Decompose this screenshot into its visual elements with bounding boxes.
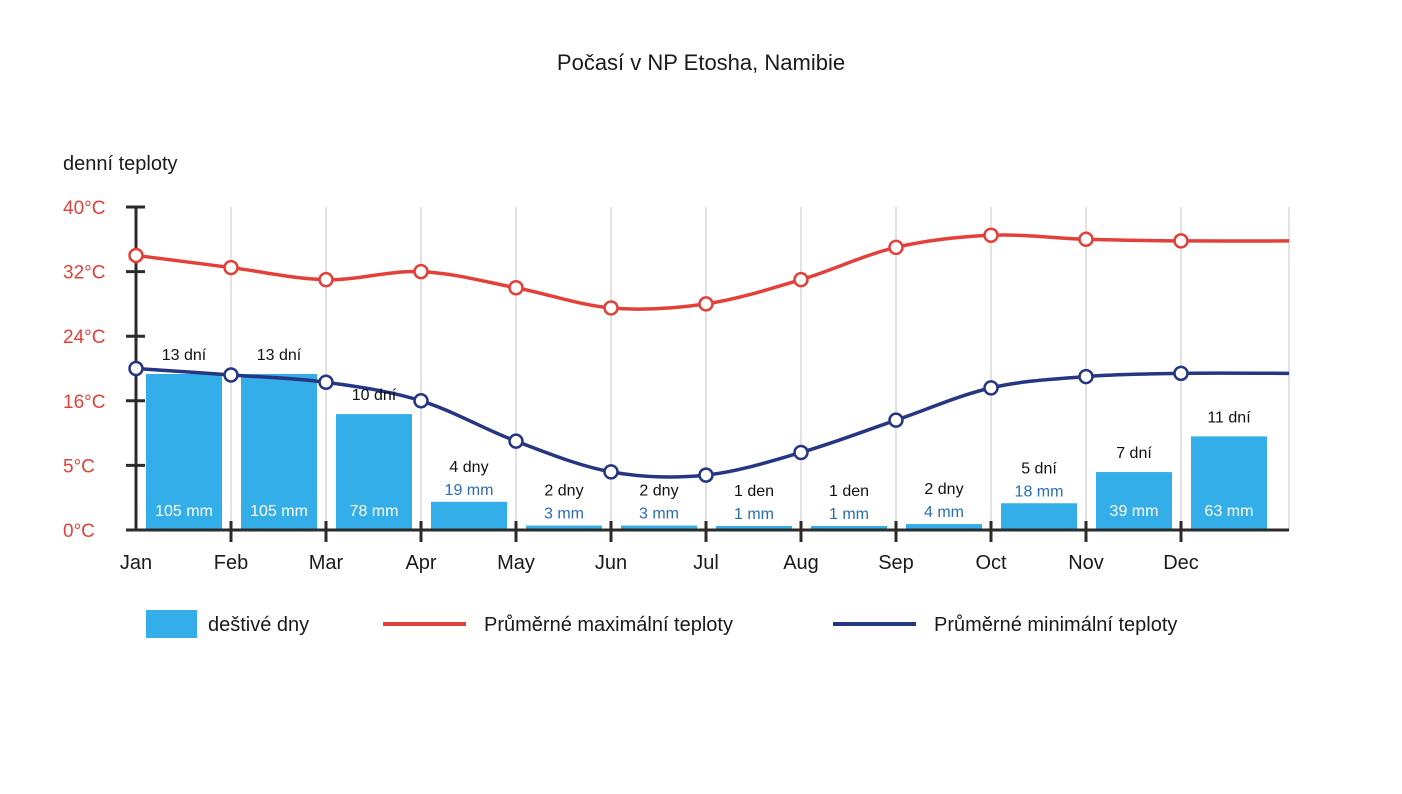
min-temp-point xyxy=(603,464,619,480)
max-temp-point xyxy=(128,247,144,264)
rain-days-label: 2 dny xyxy=(639,483,678,500)
rain-bar xyxy=(146,374,222,530)
legend-swatch-rain xyxy=(146,610,197,638)
rain-bars xyxy=(146,374,1267,530)
y-axis-title: denní teploty xyxy=(63,153,178,175)
max-temp-point xyxy=(223,259,239,276)
rain-mm-label: 39 mm xyxy=(1110,503,1159,520)
rain-bar xyxy=(716,526,792,530)
min-temp-point xyxy=(1078,368,1094,385)
rain-mm-label: 78 mm xyxy=(350,503,399,520)
x-tick-label: Dec xyxy=(1163,552,1199,574)
x-tick-label: Nov xyxy=(1068,552,1104,574)
y-tick-label: 16°C xyxy=(63,392,105,413)
rain-bar xyxy=(906,524,982,530)
x-tick-labels: Jan Feb Mar Apr May Jun Jul Aug Sep Oct Nov Dec xyxy=(120,552,1199,574)
max-temp-line xyxy=(135,233,1290,311)
data-labels: 105 mm 13 dní 105 mm 13 dní 78 mm 10 dní 19 mm… xyxy=(155,347,1253,523)
y-tick-label: 32°C xyxy=(63,263,105,284)
rain-days-label: 2 dny xyxy=(924,481,963,498)
min-temp-point xyxy=(698,467,714,483)
x-tick-label: Apr xyxy=(405,552,436,574)
rain-days-label: 1 den xyxy=(734,483,774,500)
rain-days-label: 13 dní xyxy=(162,347,207,364)
grid-lines xyxy=(230,207,1290,530)
min-temp-point xyxy=(888,412,904,428)
x-tick-label: Oct xyxy=(975,552,1007,574)
max-temp-point xyxy=(1078,231,1094,248)
rain-bar xyxy=(1191,436,1267,530)
rain-bar xyxy=(526,525,602,530)
legend-label-rain: deštivé dny xyxy=(208,614,309,636)
min-temp-point xyxy=(793,444,809,461)
min-temp-point xyxy=(983,380,999,396)
rain-days-label: 4 dny xyxy=(449,459,488,476)
rain-bar xyxy=(431,501,507,530)
max-temp-point xyxy=(603,300,619,316)
rain-days-label: 5 dní xyxy=(1021,460,1057,477)
x-tick-label: Jan xyxy=(120,552,152,574)
rain-days-label: 11 dní xyxy=(1207,409,1251,426)
rain-mm-label: 3 mm xyxy=(544,506,584,523)
rain-bar xyxy=(1096,472,1172,530)
max-temp-point xyxy=(318,271,334,288)
max-temp-point xyxy=(508,280,524,296)
y-tick-label: 0°C xyxy=(63,521,95,542)
max-temp-point xyxy=(983,227,999,244)
rain-mm-label: 4 mm xyxy=(924,504,964,521)
x-tick-label: Feb xyxy=(214,552,248,574)
rain-bar xyxy=(621,525,697,530)
min-temp-point xyxy=(413,393,429,409)
rain-mm-label: 1 mm xyxy=(734,506,774,523)
rain-days-label: 13 dní xyxy=(257,347,302,364)
rain-bar xyxy=(336,414,412,530)
rain-mm-label: 63 mm xyxy=(1205,503,1254,520)
rain-mm-label: 105 mm xyxy=(250,503,308,520)
x-tick-label: Sep xyxy=(878,552,914,574)
rain-days-label: 10 dní xyxy=(352,387,397,404)
min-temp-point xyxy=(508,433,524,449)
max-temp-point xyxy=(888,239,904,256)
rain-bar xyxy=(811,526,887,530)
y-tick-label: 40°C xyxy=(63,198,105,219)
min-temp-point xyxy=(223,367,239,383)
rain-bar xyxy=(1001,503,1077,530)
max-temp-point xyxy=(413,263,429,280)
x-tick-label: Aug xyxy=(783,552,819,574)
y-tick-labels: 0°C 5°C 16°C 24°C 32°C 40°C xyxy=(63,198,105,542)
y-tick-label: 5°C xyxy=(63,456,95,477)
rain-days-label: 7 dní xyxy=(1116,445,1152,462)
x-tick-label: May xyxy=(497,552,535,574)
legend-label-max: Průměrné maximální teploty xyxy=(484,614,733,636)
rain-mm-label: 1 mm xyxy=(829,506,869,523)
rain-days-label: 2 dny xyxy=(544,483,583,500)
min-temp-point xyxy=(1173,365,1189,382)
max-temp-point xyxy=(793,271,809,288)
rain-mm-label: 105 mm xyxy=(155,503,213,520)
temperature-lines xyxy=(128,227,1290,483)
rain-days-label: 1 den xyxy=(829,483,869,500)
legend-label-min: Průměrné minimální teploty xyxy=(934,614,1177,636)
min-temp-point xyxy=(128,360,144,377)
y-tick-label: 24°C xyxy=(63,327,105,348)
max-temp-point xyxy=(698,296,714,312)
x-tick-label: Jul xyxy=(693,552,719,574)
rain-mm-label: 18 mm xyxy=(1015,483,1064,500)
rain-bar xyxy=(241,374,317,530)
x-tick-label: Mar xyxy=(309,552,344,574)
max-temp-point xyxy=(1173,233,1189,249)
min-temp-point xyxy=(318,374,334,390)
legend: deštivé dny Průměrné maximální teploty P… xyxy=(146,610,1177,638)
rain-mm-label: 3 mm xyxy=(639,506,679,523)
chart-title: Počasí v NP Etosha, Namibie xyxy=(557,50,845,75)
rain-mm-label: 19 mm xyxy=(445,482,494,499)
x-tick-label: Jun xyxy=(595,552,627,574)
